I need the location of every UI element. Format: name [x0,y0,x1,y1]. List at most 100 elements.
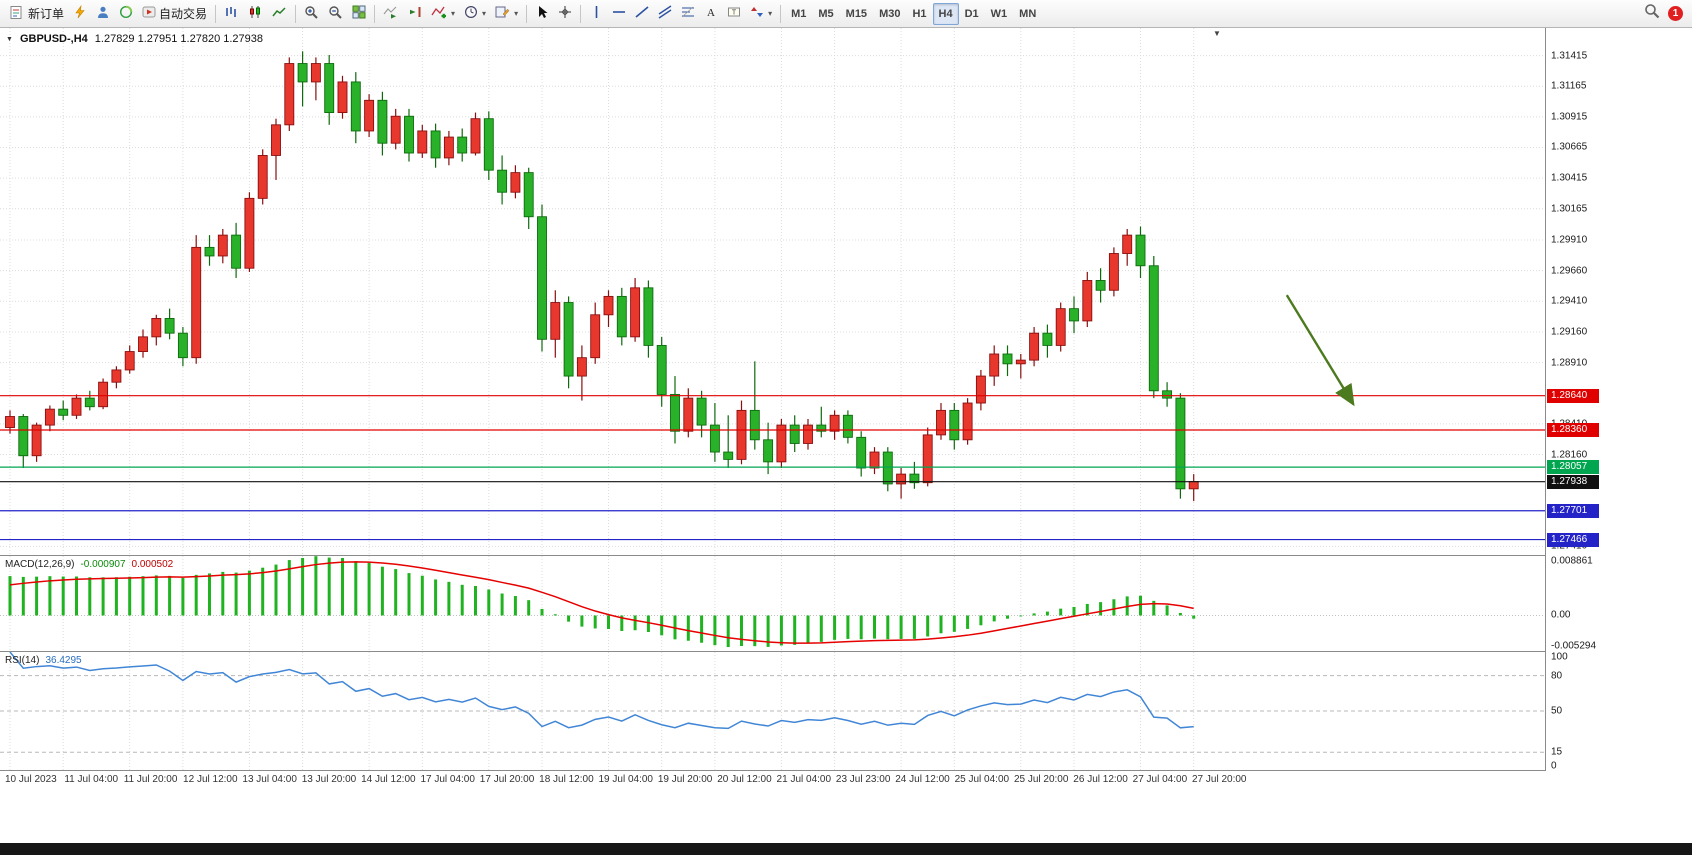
cursor-button[interactable] [531,3,553,25]
candle-body [975,375,986,404]
timeframe-m30[interactable]: M30 [879,7,901,20]
time-label: 12 Jul 12:00 [183,774,238,785]
time-label: 17 Jul 04:00 [420,774,475,785]
axis-label: 1.29910 [1551,234,1588,246]
candle-body [749,409,760,441]
candle-body [909,473,920,484]
chart-shift-marker[interactable]: ▼ [1213,29,1221,38]
axis-label: 1.30165 [1551,203,1588,215]
macd-signal-line [9,561,1194,644]
tile-windows-button[interactable] [348,3,370,25]
price-tag-1.28640: 1.28640 [1547,388,1599,403]
candlestick-chart-button[interactable] [244,3,267,25]
line-chart-button[interactable] [268,3,291,25]
rsi-value: 36.4295 [45,655,82,666]
candle-body [709,424,720,453]
candle-body [1135,234,1146,267]
candle-body [151,318,162,338]
candle-body [537,216,547,340]
text-button[interactable]: A [700,3,722,25]
timeframe-m5[interactable]: M5 [818,7,834,20]
time-label: 18 Jul 12:00 [539,774,594,785]
time-label: 14 Jul 12:00 [361,774,416,785]
periods-button[interactable]: ▾ [460,3,490,25]
auto-scroll-button[interactable] [379,3,402,25]
text-label-button[interactable]: T [723,3,745,25]
new-order-button[interactable]: 新订单 [5,3,68,25]
horizontal-line-icon [612,5,626,22]
timeframe-d1[interactable]: D1 [964,7,979,20]
candle-body [683,397,694,432]
axis-label: 1.28910 [1551,357,1588,369]
time-label: 11 Jul 04:00 [64,774,119,785]
community-button[interactable] [115,3,137,25]
candle-body [217,234,228,257]
trend-arrow-annotation[interactable] [1285,294,1355,407]
candle-body [18,416,29,457]
vertical-line-button[interactable] [585,3,607,25]
candle-body [58,408,69,416]
rsi-pane[interactable]: RSI(14) 36.4295 [0,652,1545,771]
indicators-button[interactable]: ▾ [427,3,459,25]
candle-body [803,424,813,444]
time-axis[interactable]: 10 Jul 2023 11 Jul 04:00 11 Jul 20:00 12 Ju… [0,771,1545,791]
channel-icon [658,5,672,22]
quick-action-button[interactable] [69,3,91,25]
axis-label: 100 [1551,651,1568,663]
candle-body [1069,308,1079,322]
templates-button[interactable]: ▾ [491,3,522,25]
notification-badge[interactable]: 1 [1668,6,1683,21]
arrows-button[interactable]: ▾ [746,3,776,25]
candle-body [550,302,561,340]
accounts-button[interactable] [92,3,114,25]
timeframe-h4[interactable]: H4 [932,2,959,25]
timeframe-m15[interactable]: M15 [845,7,868,20]
vertical-line-icon [591,5,602,22]
chevron-down-icon: ▾ [768,9,773,18]
auto-trading-button[interactable]: 自动交易 [138,3,211,25]
fibonacci-button[interactable] [677,3,699,25]
timeframe-h1[interactable]: H1 [912,7,927,20]
toolbar-separator [374,4,376,23]
macd-canvas[interactable] [0,556,1545,651]
macd-pane[interactable]: MACD(12,26,9) -0.000907 0.000502 [0,556,1545,652]
toolbar-separator [215,4,217,23]
candle-body [1029,332,1040,361]
timeframe-mn[interactable]: MN [1019,7,1037,20]
candlestick-canvas[interactable] [0,28,1545,555]
candle-body [590,314,601,359]
price-axis[interactable]: 1.31415 1.31165 1.30915 1.30665 1.30415 1.301… [1545,28,1692,772]
chart-shift-button[interactable] [403,3,426,25]
timeframe-w1[interactable]: W1 [990,7,1008,20]
zoom-in-button[interactable] [300,3,323,25]
horizontal-line-button[interactable] [608,3,630,25]
candle-body [1108,253,1119,291]
rsi-canvas[interactable] [0,652,1545,770]
crosshair-button[interactable] [554,3,576,25]
search-icon[interactable] [1644,3,1660,24]
axis-label: 50 [1551,705,1563,717]
one-click-trading-toggle[interactable]: ▼ [6,35,13,43]
candle-body [576,357,587,377]
bar-chart-button[interactable] [220,3,243,25]
candle-body [470,118,481,154]
candle-body [404,115,414,154]
main-chart-pane[interactable]: ▼ GBPUSD-,H4 1.27829 1.27951 1.27820 1.2… [0,28,1545,556]
zoom-out-button[interactable] [324,3,347,25]
candle-body [510,172,521,193]
candle-body [1082,280,1093,322]
candle-body [896,473,907,485]
trendline-button[interactable] [631,3,653,25]
candle-body [922,434,933,484]
timeframe-m1[interactable]: M1 [791,7,807,20]
arrows-icon [750,5,764,22]
template-icon [495,5,510,22]
channel-button[interactable] [654,3,676,25]
chevron-down-icon: ▾ [451,9,456,18]
candle-body [643,287,654,346]
candle-body [84,397,95,408]
candle-body [457,136,468,154]
candle-body [111,369,122,383]
zoom-out-icon [328,5,343,23]
axis-label: 0 [1551,760,1557,772]
